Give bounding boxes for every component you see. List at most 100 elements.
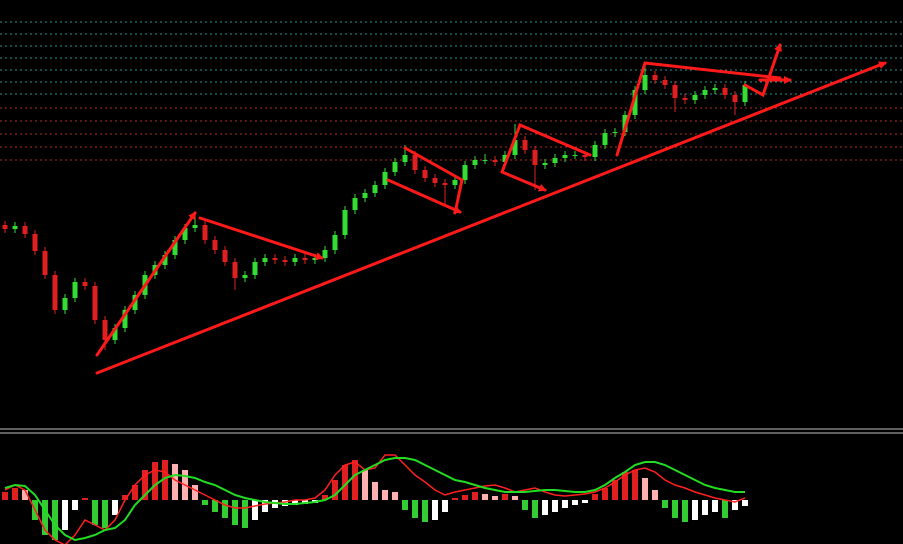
candle-body	[662, 80, 668, 85]
histogram-bar	[552, 500, 558, 512]
histogram-bar	[672, 500, 678, 518]
candle-body	[602, 133, 608, 145]
candle-body	[412, 155, 418, 170]
trend-arrow	[198, 216, 324, 260]
candle-body	[122, 310, 128, 328]
histogram-bar	[532, 500, 538, 518]
candle-body	[472, 160, 478, 165]
candle-body	[452, 180, 458, 185]
candle-body	[82, 282, 88, 286]
histogram-bar	[152, 462, 158, 500]
histogram-bar	[372, 482, 378, 500]
histogram-bar	[402, 500, 408, 510]
histogram-bar	[602, 488, 608, 500]
histogram-bar	[702, 500, 708, 515]
candle-body	[562, 155, 568, 158]
histogram-bar	[262, 500, 268, 512]
candle-body	[432, 178, 438, 183]
candle-body	[382, 172, 388, 185]
candle-body	[242, 275, 248, 278]
histogram-bar	[222, 500, 228, 518]
candle-body	[572, 155, 578, 156]
indicator-line	[4, 457, 745, 542]
candle-body	[492, 160, 498, 162]
flag	[403, 146, 464, 215]
histogram-bar	[112, 500, 118, 515]
candle-body	[542, 163, 548, 165]
histogram-bar	[42, 500, 48, 535]
histogram-bar	[172, 464, 178, 500]
histogram-bar	[462, 495, 468, 500]
flag	[500, 123, 592, 174]
candle-body	[62, 298, 68, 310]
histogram-bar	[92, 500, 98, 525]
candle-body	[732, 95, 738, 102]
histogram-bar	[622, 472, 628, 500]
candle-body	[372, 185, 378, 193]
histogram-bar	[442, 500, 448, 512]
triangle	[615, 61, 782, 157]
histogram-bar	[292, 500, 298, 505]
histogram-bar	[682, 500, 688, 522]
trend-line	[95, 61, 887, 375]
candle-body	[312, 258, 318, 260]
candle-body	[462, 165, 468, 180]
candle-body	[552, 158, 558, 163]
candle-body	[582, 155, 588, 157]
candle-body	[22, 226, 28, 234]
histogram-bar	[692, 500, 698, 520]
histogram-bar	[62, 500, 68, 530]
candle-body	[422, 170, 428, 178]
candle-body	[512, 140, 518, 155]
macd-panel	[2, 454, 748, 544]
levels	[0, 21, 903, 161]
candle-body	[222, 250, 228, 262]
breakout-arrow	[743, 43, 782, 98]
histogram-bar	[582, 500, 588, 503]
candle-body	[712, 88, 718, 90]
candle-body	[32, 234, 38, 251]
candle-body	[232, 262, 238, 278]
annotations	[95, 43, 887, 375]
histogram-bar	[642, 478, 648, 500]
candle-body	[182, 228, 188, 240]
histogram-bar	[202, 500, 208, 505]
histogram-bar	[542, 500, 548, 515]
histogram-bar	[382, 490, 388, 500]
candle-body	[362, 193, 368, 198]
histogram-bar	[342, 465, 348, 500]
candle-body	[502, 155, 508, 162]
trend-arrow	[386, 178, 462, 214]
histogram-bar	[612, 480, 618, 500]
histogram-bar	[332, 480, 338, 500]
candle-body	[352, 198, 358, 210]
histogram-bar	[492, 496, 498, 500]
candle-body	[702, 90, 708, 95]
candle-body	[482, 160, 488, 161]
histogram-bar	[662, 500, 668, 508]
histogram-bar	[562, 500, 568, 508]
candle-body	[632, 90, 638, 115]
histogram-bar	[102, 500, 108, 528]
candle-body	[92, 286, 98, 320]
trend-arrow	[95, 211, 197, 357]
histogram-bar	[232, 500, 238, 525]
histogram-bar	[512, 496, 518, 500]
candle-body	[72, 282, 78, 298]
histogram-bar	[242, 500, 248, 528]
candle-body	[342, 210, 348, 235]
histogram-bar	[502, 494, 508, 500]
histogram-bar	[422, 500, 428, 522]
candle-body	[262, 258, 268, 262]
candle-body	[652, 75, 658, 80]
histogram-bar	[632, 470, 638, 500]
candle-body	[172, 240, 178, 255]
histogram-bar	[712, 500, 718, 512]
histogram-bar	[82, 498, 88, 500]
histogram-bar	[72, 500, 78, 510]
histogram-bar	[412, 500, 418, 518]
candle-body	[592, 145, 598, 157]
candle-body	[2, 225, 8, 229]
histogram-bar	[592, 494, 598, 500]
